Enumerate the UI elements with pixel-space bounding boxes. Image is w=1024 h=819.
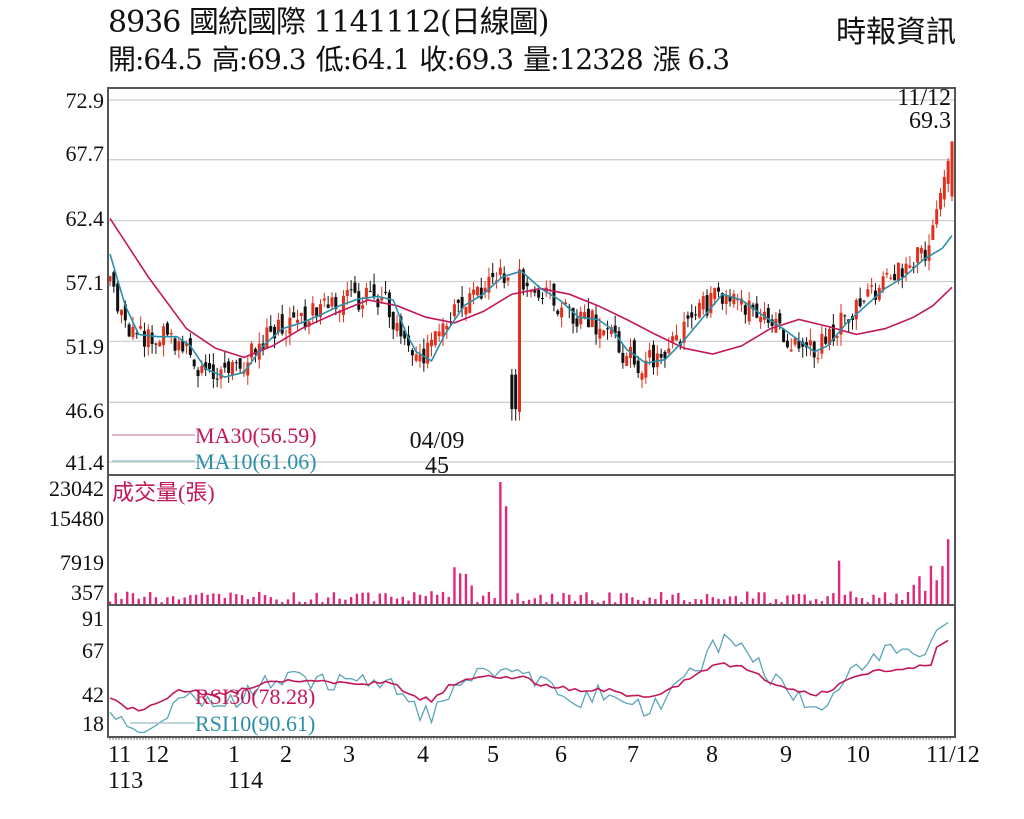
xtick-month: 4 bbox=[417, 742, 429, 768]
xtick-month: 7 bbox=[627, 742, 639, 768]
xtick-month: 6 bbox=[555, 742, 567, 768]
ytick-price: 67.7 bbox=[66, 141, 105, 166]
rsi10-legend: RSI10(90.61) bbox=[195, 711, 315, 736]
quote-high: 高:69.3 bbox=[211, 43, 307, 76]
xtick-month: 3 bbox=[343, 742, 355, 768]
ma30-legend: MA30(56.59) bbox=[195, 423, 317, 448]
ytick-price: 51.9 bbox=[66, 334, 105, 359]
ytick-volume: 15480 bbox=[49, 506, 104, 531]
ma10-line bbox=[109, 235, 953, 378]
ytick-rsi: 18 bbox=[82, 711, 104, 736]
low-price-label: 45 bbox=[425, 453, 449, 479]
volume-axis: 23042 15480 7919 357 bbox=[49, 476, 104, 605]
x-axis: 11 12 1 2 3 4 5 6 7 8 9 10 11/12 113 114 bbox=[108, 742, 980, 794]
ma30-line bbox=[109, 217, 953, 359]
ytick-price: 41.4 bbox=[66, 450, 105, 475]
xtick-month: 12 bbox=[145, 742, 169, 768]
ytick-price: 46.6 bbox=[66, 398, 105, 423]
quote-line: 開:64.5 高:69.3 低:64.1 收:69.3 量:12328 漲 6.3 bbox=[108, 44, 739, 76]
volume-legend: 成交量(張) bbox=[112, 480, 215, 505]
xtick-month: 11/12 bbox=[926, 742, 980, 768]
rsi30-line bbox=[109, 639, 949, 712]
xtick-month: 5 bbox=[487, 742, 499, 768]
ytick-volume: 23042 bbox=[49, 476, 104, 501]
xtick-month: 11 bbox=[108, 742, 131, 768]
rsi30-legend: RSI30(78.28) bbox=[195, 684, 315, 709]
ytick-price: 62.4 bbox=[66, 206, 105, 231]
quote-open: 開:64.5 bbox=[108, 43, 203, 76]
ma10-legend: MA10(61.06) bbox=[195, 449, 317, 474]
quote-change: 漲 6.3 bbox=[652, 43, 730, 76]
ytick-rsi: 91 bbox=[82, 606, 104, 631]
xtick-year: 113 bbox=[108, 768, 143, 794]
xtick-year: 114 bbox=[228, 768, 263, 794]
ytick-price: 57.1 bbox=[66, 270, 105, 295]
quote-close: 收:69.3 bbox=[419, 43, 514, 76]
ytick-rsi: 42 bbox=[82, 682, 104, 707]
price-axis: 72.9 67.7 62.4 57.1 51.9 46.6 41.4 bbox=[66, 88, 105, 475]
ytick-volume: 357 bbox=[71, 580, 104, 605]
plot-frame bbox=[107, 87, 956, 738]
ytick-price: 72.9 bbox=[66, 88, 105, 113]
xtick-month: 10 bbox=[846, 742, 870, 768]
xtick-month: 2 bbox=[280, 742, 292, 768]
ytick-rsi: 67 bbox=[82, 638, 104, 663]
xtick-month: 8 bbox=[706, 742, 718, 768]
ytick-volume: 7919 bbox=[60, 550, 104, 575]
last-price-label: 69.3 bbox=[909, 108, 951, 134]
volume-bars bbox=[108, 482, 950, 605]
quote-volume: 量:12328 bbox=[523, 43, 644, 76]
xtick-month: 9 bbox=[780, 742, 792, 768]
x-axis-minor-ticks bbox=[109, 737, 951, 740]
xtick-month: 1 bbox=[228, 742, 240, 768]
quote-low: 低:64.1 bbox=[315, 43, 411, 76]
brand-label: 時報資訊 bbox=[836, 15, 956, 50]
low-date-label: 04/09 bbox=[410, 428, 465, 454]
last-date-label: 11/12 bbox=[897, 85, 951, 111]
chart-title: 8936 國統國際 1141112(日線圖) bbox=[108, 5, 549, 40]
rsi-axis: 91 67 42 18 bbox=[82, 606, 104, 736]
